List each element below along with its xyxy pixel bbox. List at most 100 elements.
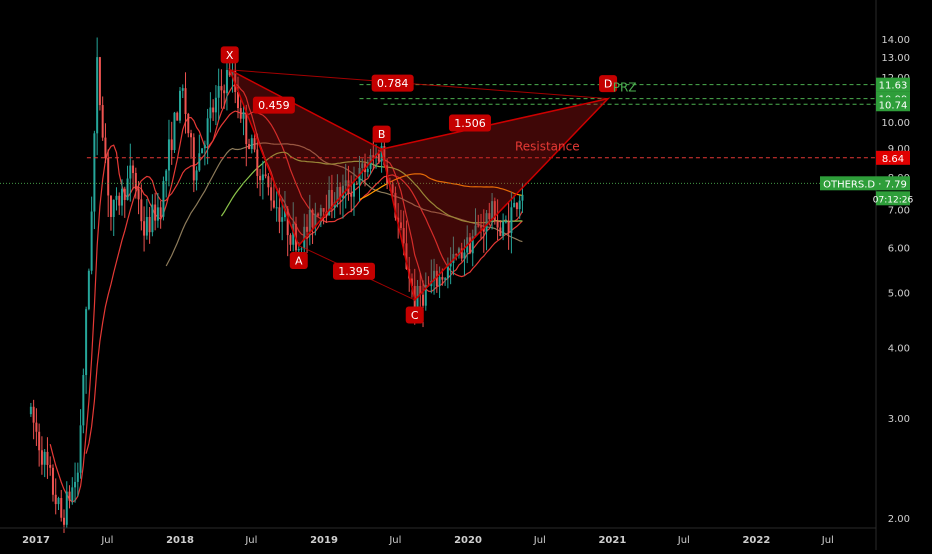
pattern-ratio-label[interactable]: 1.506 <box>448 114 491 132</box>
candle-body <box>156 207 159 221</box>
candle-body <box>145 216 148 236</box>
candle-body <box>330 189 333 208</box>
candle-body <box>435 270 438 287</box>
pattern-point-d-box <box>599 75 618 93</box>
candle-body <box>212 107 215 113</box>
candle-body <box>115 195 118 200</box>
candle-body <box>96 57 99 134</box>
candle-body <box>68 491 71 501</box>
candle-body <box>267 176 270 188</box>
candle-body <box>162 181 165 217</box>
price-tick-label: 3.00 <box>888 414 910 425</box>
pattern-point-c[interactable]: C <box>405 306 424 324</box>
candle-body <box>460 248 463 259</box>
candle-body <box>499 227 502 236</box>
candle-body <box>457 248 460 256</box>
pattern-point-x[interactable]: X <box>220 46 239 64</box>
candle-body <box>394 192 397 218</box>
price-tick-label: 4.00 <box>888 343 910 354</box>
candle-body <box>40 450 43 465</box>
candle-body <box>405 243 408 269</box>
price-tick-label: 13.00 <box>881 53 910 64</box>
pattern-point-d[interactable]: D <box>599 75 618 93</box>
pattern-point-a[interactable]: A <box>289 252 308 270</box>
candle-body <box>143 221 146 236</box>
candle-body <box>109 195 112 217</box>
price-tick-label: 9.00 <box>888 144 910 155</box>
candle-body <box>446 266 449 279</box>
pattern-ratio-label-box <box>332 262 375 280</box>
candle-body <box>419 285 422 295</box>
candle-body <box>297 249 300 251</box>
pattern-point-b[interactable]: B <box>372 125 391 143</box>
candle-body <box>29 406 32 415</box>
annotation-text: PRZ <box>613 81 637 95</box>
level-price-tag-text: 10.74 <box>879 100 908 111</box>
time-tick-label: Jul <box>533 535 546 546</box>
pattern-ratio-label-box <box>252 96 295 114</box>
candle-body <box>485 213 488 232</box>
candle-body <box>223 90 226 94</box>
candle-body <box>477 225 480 227</box>
time-tick-label: 2021 <box>598 535 626 546</box>
candle-body <box>60 498 63 518</box>
pattern-ratio-label[interactable]: 0.459 <box>252 96 295 114</box>
candle-body <box>278 207 281 222</box>
time-axis[interactable]: 2017 Jul 2018 Jul 2019 Jul 2020 Jul 2021 Jul 2022 J… <box>0 527 876 546</box>
level-price-tag: 8.64 <box>876 150 910 165</box>
level-price-tag-text: 11.63 <box>879 81 908 92</box>
candle-body <box>245 111 248 145</box>
candle-body <box>433 270 436 281</box>
ma-short-line <box>49 83 523 503</box>
candle-body <box>482 227 485 232</box>
candle-body <box>496 220 499 228</box>
candle-body <box>76 472 79 482</box>
pattern-ratio-label[interactable]: 1.395 <box>332 262 375 280</box>
candle-body <box>513 202 516 208</box>
candle-body <box>480 226 483 228</box>
candle-body <box>438 277 441 287</box>
candle-body <box>308 209 311 232</box>
candle-body <box>201 148 204 154</box>
symbol-price-tag-box <box>820 176 910 191</box>
candle-body <box>79 425 82 473</box>
candle-body <box>154 204 157 221</box>
annotation-text: Resistance <box>515 140 580 154</box>
candle-body <box>123 188 126 200</box>
candle-body <box>253 138 256 150</box>
level-price-tag: 11.63 <box>876 77 910 92</box>
candle-body <box>159 207 162 217</box>
candle-body <box>195 170 198 181</box>
candle-body <box>32 406 35 423</box>
horizontal-levels <box>0 84 876 184</box>
candle-body <box>132 165 135 174</box>
candle-body <box>468 237 471 254</box>
pattern-ratio-line <box>229 69 382 150</box>
candle-body <box>397 217 400 223</box>
candle-body <box>85 309 88 376</box>
candle-body <box>311 209 314 228</box>
candle-body <box>101 105 104 138</box>
candle-body <box>203 144 206 149</box>
price-tick-label: 10.00 <box>881 118 910 129</box>
candle-body <box>515 202 518 210</box>
candle-body <box>352 183 355 197</box>
candle-body <box>289 235 292 245</box>
level-price-tag-box <box>876 97 910 112</box>
candle-body <box>322 208 325 212</box>
candle-body <box>424 284 427 306</box>
candle-body <box>51 467 54 495</box>
candle-body <box>198 153 201 171</box>
candle-body <box>87 270 90 310</box>
candle-body <box>493 201 496 221</box>
candle-body <box>65 491 68 525</box>
candle-body <box>134 173 137 190</box>
time-tick-label: 2020 <box>454 535 482 546</box>
pattern-ratio-label[interactable]: 0.784 <box>371 74 414 92</box>
candle-body <box>391 184 394 193</box>
pattern-point-a-box <box>289 252 308 270</box>
candle-body <box>256 149 259 176</box>
candle-body <box>173 112 176 151</box>
candle-body <box>176 112 179 121</box>
